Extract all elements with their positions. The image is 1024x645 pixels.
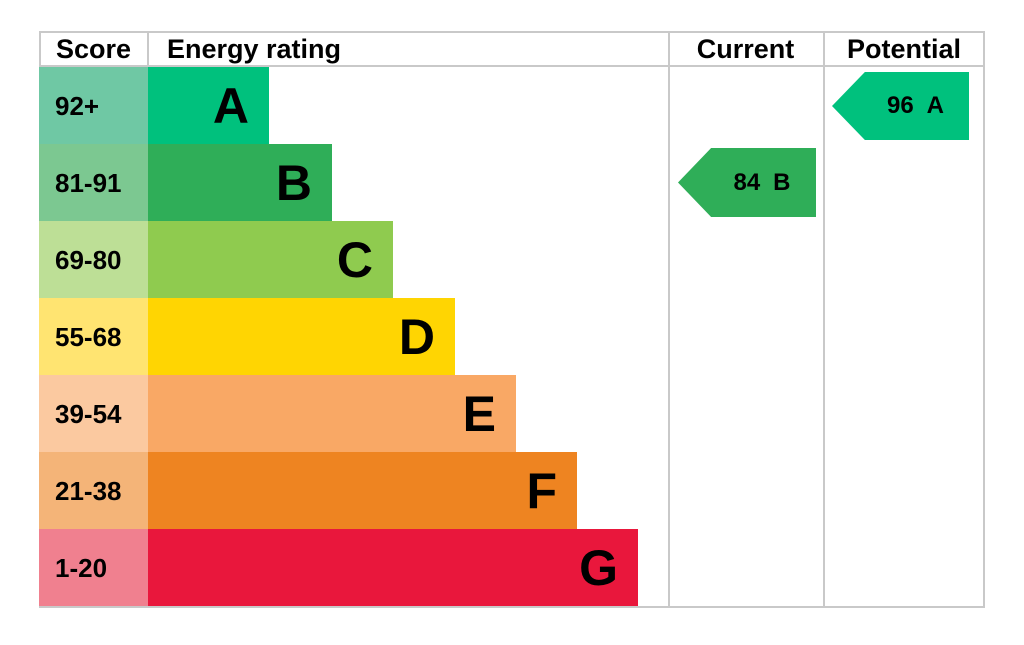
table-bottom-border <box>39 606 985 608</box>
current-band-letter: B <box>773 168 791 196</box>
header-current: Current <box>696 33 795 64</box>
score-header-left-border <box>39 31 41 67</box>
header-energy-rating: Energy rating <box>167 33 342 64</box>
band-bar-e: E <box>148 375 516 452</box>
band-row-d: 55-68 D <box>39 298 668 375</box>
score-range-c: 69-80 <box>39 221 148 298</box>
band-row-e: 39-54 E <box>39 375 668 452</box>
band-row-g: 1-20 G <box>39 529 668 606</box>
band-row-f: 21-38 F <box>39 452 668 529</box>
table-top-border <box>39 31 985 33</box>
current-score-value: 84 <box>733 168 761 196</box>
band-bar-d: D <box>148 298 455 375</box>
band-bar-b: B <box>148 144 332 221</box>
potential-column-left-border <box>823 31 825 608</box>
score-range-g: 1-20 <box>39 529 148 606</box>
band-bar-f: F <box>148 452 577 529</box>
score-range-b: 81-91 <box>39 144 148 221</box>
band-bar-g: G <box>148 529 638 606</box>
potential-score-value: 96 <box>886 92 914 119</box>
score-range-d: 55-68 <box>39 298 148 375</box>
current-rating-arrow: 84 B <box>678 148 816 217</box>
epc-table: Score Energy rating Current Potential 92… <box>39 31 985 609</box>
header-score: Score <box>55 33 132 64</box>
potential-band-letter: A <box>926 92 945 119</box>
band-row-b: 81-91 B <box>39 144 668 221</box>
header-potential: Potential <box>846 33 961 64</box>
potential-rating-arrow: 96 A <box>832 72 969 140</box>
current-column-left-border <box>668 31 670 608</box>
band-row-c: 69-80 C <box>39 221 668 298</box>
score-range-a: 92+ <box>39 67 148 144</box>
band-bar-a: A <box>148 67 269 144</box>
band-bar-c: C <box>148 221 393 298</box>
score-rating-divider <box>147 31 149 67</box>
score-range-e: 39-54 <box>39 375 148 452</box>
score-range-f: 21-38 <box>39 452 148 529</box>
table-right-border <box>983 31 985 608</box>
band-row-a: 92+ A <box>39 67 668 144</box>
header-bottom-border <box>39 65 985 67</box>
